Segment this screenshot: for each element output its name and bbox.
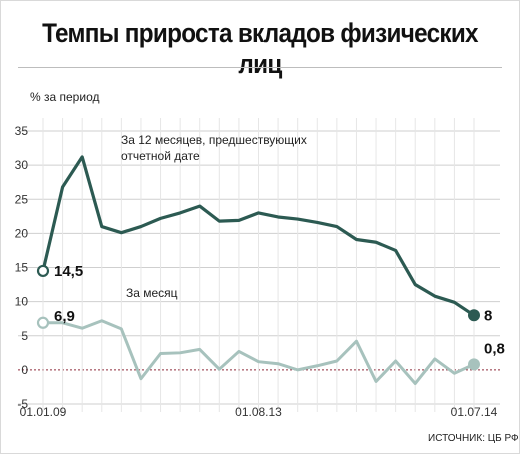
y-tick-label: -5 (17, 397, 28, 411)
chart-title: Темпы прироста вкладов физических лиц (42, 18, 478, 79)
y-tick-label: 30 (15, 158, 29, 172)
x-tick-label: 01.08.13 (235, 405, 282, 419)
series-labels: За 12 месяцев, предшествующих отчетной д… (54, 133, 505, 357)
y-tick-label: 10 (15, 295, 29, 309)
series-12m-caption-line1: За 12 месяцев, предшествующих (121, 133, 307, 147)
x-tick-label: 01.07.14 (451, 405, 498, 419)
series-lines (36, 155, 480, 386)
series-12m-end-label: 8 (484, 307, 492, 324)
series-month-end-label: 0,8 (484, 340, 505, 357)
y-tick-label: 35 (15, 124, 29, 138)
x-tick-labels: 01.01.09 01.08.13 01.07.14 (20, 405, 498, 419)
y-tick-label: 15 (15, 261, 29, 275)
x-tick-label: 01.01.09 (20, 405, 67, 419)
series-month-start-label: 6,9 (54, 308, 75, 325)
series-12m-start-marker (36, 264, 50, 278)
y-tick-label: 25 (15, 192, 29, 206)
y-tick-labels: -5 0 5 10 15 20 25 30 35 (15, 124, 29, 411)
series-month-end-marker (468, 358, 480, 371)
series-12m-caption-line2: отчетной дате (121, 149, 200, 163)
series-month-caption: За месяц (126, 286, 178, 300)
source-note: ИСТОЧНИК: ЦБ РФ (428, 433, 519, 444)
y-tick-label: 0 (21, 363, 28, 377)
title-divider (18, 67, 502, 68)
series-12m-end-marker (468, 309, 480, 322)
y-tick-label: 20 (15, 226, 29, 240)
grid-lines (18, 118, 500, 412)
y-axis-label: % за период (30, 90, 99, 104)
y-tick-label: 5 (21, 329, 28, 343)
series-month-start-marker (36, 316, 50, 329)
series-12m-start-label: 14,5 (54, 263, 83, 280)
